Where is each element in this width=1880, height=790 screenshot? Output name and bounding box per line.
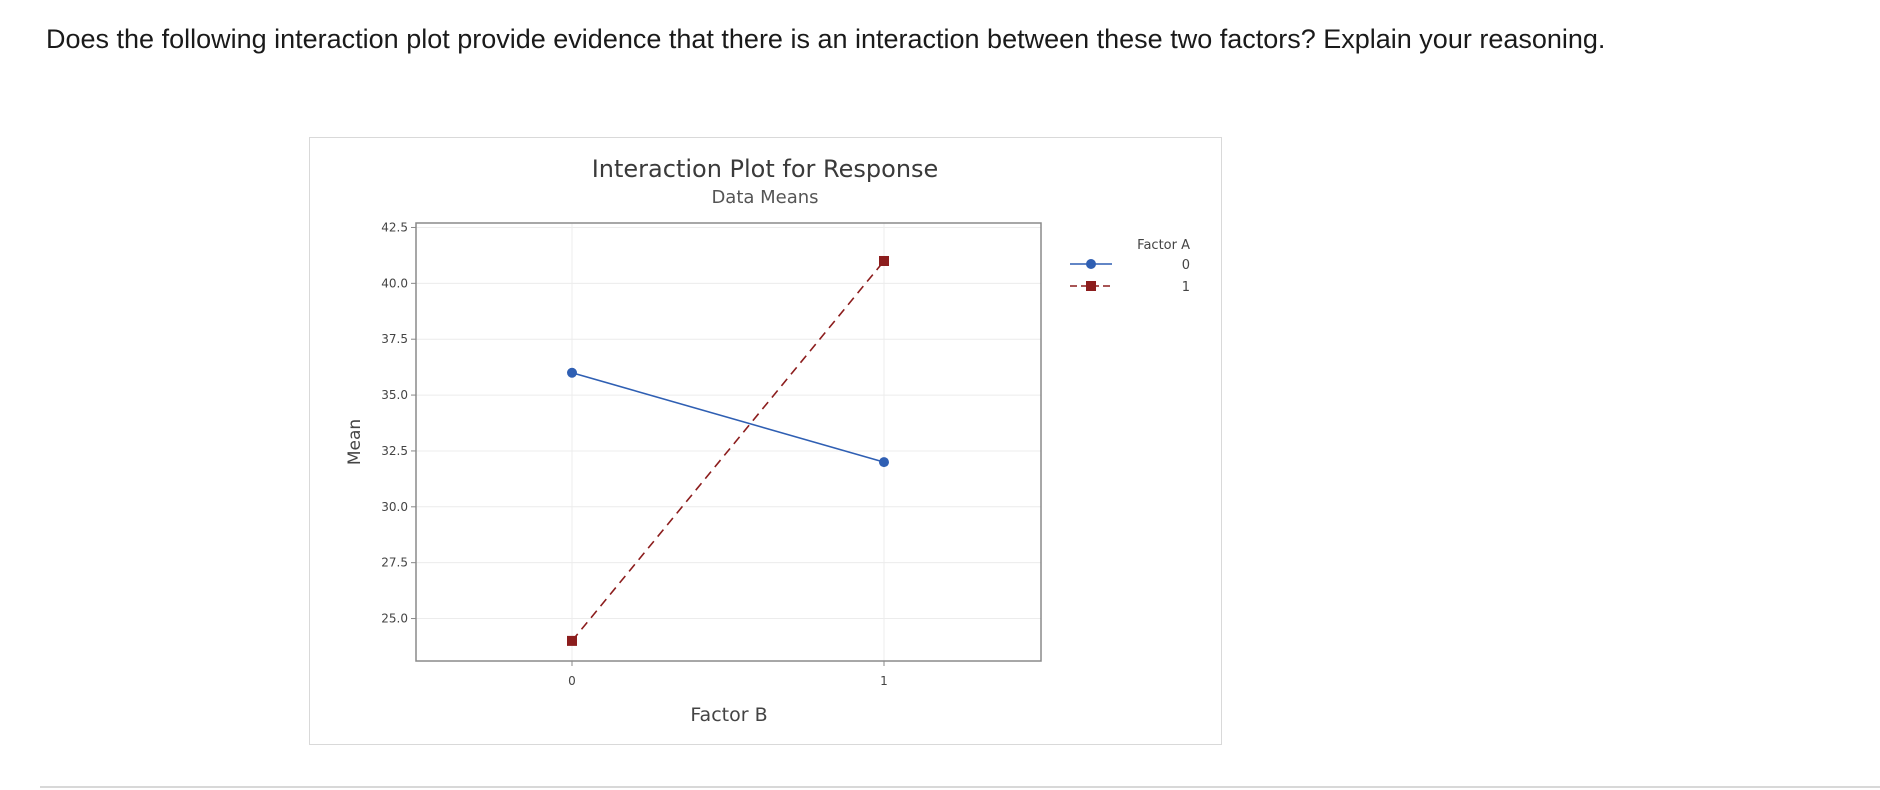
series-0-point: [567, 367, 577, 378]
y-tick-label: 25.0: [381, 612, 408, 626]
y-tick-label: 42.5: [381, 220, 408, 234]
y-tick-label: 27.5: [381, 556, 408, 570]
y-axis: 25.0 27.5 30.0 32.5 35.0 37.5 40.0 42.5: [381, 220, 416, 626]
legend-label: 1: [1182, 280, 1190, 295]
question-text: Does the following interaction plot prov…: [46, 24, 1606, 54]
y-tick-label: 40.0: [381, 276, 408, 290]
gridlines: [416, 223, 1041, 661]
bottom-divider: [40, 786, 1880, 788]
y-tick-label: 35.0: [381, 388, 408, 402]
plot-area-border: [415, 222, 1042, 662]
legend: Factor A 0 1: [1070, 238, 1190, 295]
x-tick-label: 0: [568, 674, 576, 688]
y-tick-label: 32.5: [381, 444, 408, 458]
legend-title: Factor A: [1137, 238, 1190, 253]
series-1-point: [879, 255, 889, 266]
x-axis-label: Factor B: [690, 704, 767, 726]
figure-frame: [309, 137, 1222, 745]
x-tick-label: 1: [880, 674, 888, 688]
legend-marker: [1086, 281, 1096, 291]
legend-marker: [1086, 259, 1096, 269]
chart-subtitle: Data Means: [711, 187, 818, 208]
series-0-point: [879, 457, 889, 468]
series-1-line: [571, 260, 885, 642]
series-0-line: [571, 371, 885, 463]
series-1-point: [567, 635, 577, 646]
legend-label: 0: [1182, 258, 1190, 273]
chart-title: Interaction Plot for Response: [592, 155, 939, 183]
y-axis-label: Mean: [345, 419, 365, 465]
y-tick-label: 30.0: [381, 500, 408, 514]
series-group: [567, 255, 889, 646]
y-tick-label: 37.5: [381, 332, 408, 346]
